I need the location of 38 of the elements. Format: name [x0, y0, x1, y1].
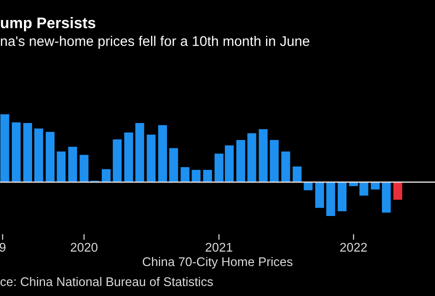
- bar: [270, 140, 279, 182]
- bar: [393, 182, 402, 200]
- bar: [281, 152, 290, 182]
- bar: [258, 129, 268, 182]
- bar: [23, 123, 32, 182]
- bar: [236, 140, 246, 182]
- bar: [124, 132, 134, 182]
- x-tick-label: 2020: [70, 242, 98, 252]
- x-tick-label: 2022: [340, 242, 367, 252]
- bar: [135, 123, 144, 182]
- bar: [203, 170, 212, 182]
- x-axis-title: China 70-City Home Prices: [142, 256, 292, 269]
- bar: [326, 182, 336, 216]
- bar: [0, 114, 10, 182]
- bar: [370, 182, 380, 190]
- x-tick-label: 2021: [206, 242, 232, 252]
- bar: [192, 170, 201, 182]
- bar: [180, 167, 190, 182]
- text: ce: China National Bureau of Statistics: [0, 276, 213, 286]
- bar: [102, 169, 111, 182]
- bar: [34, 128, 44, 182]
- bar: [338, 182, 347, 212]
- bar: [382, 182, 391, 213]
- bar: [158, 125, 167, 182]
- bar: [56, 152, 66, 182]
- bar: [292, 166, 302, 182]
- bar: [146, 134, 156, 182]
- bar: [68, 146, 78, 182]
- bar: [169, 148, 178, 182]
- chart-title: ump Persists: [0, 17, 96, 32]
- bar: [112, 139, 122, 182]
- x-tick-label: 9: [0, 242, 6, 252]
- bar: [80, 154, 88, 182]
- chart-subtitle: na's new-home prices fell for a 10th month in June: [0, 36, 310, 49]
- bar: [315, 182, 324, 208]
- bar: [12, 122, 21, 182]
- bar: [247, 133, 256, 182]
- bar: [46, 132, 55, 182]
